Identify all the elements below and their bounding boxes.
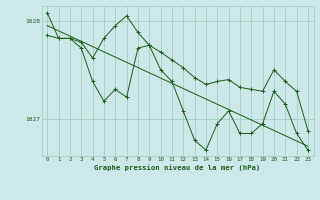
- X-axis label: Graphe pression niveau de la mer (hPa): Graphe pression niveau de la mer (hPa): [94, 164, 261, 171]
